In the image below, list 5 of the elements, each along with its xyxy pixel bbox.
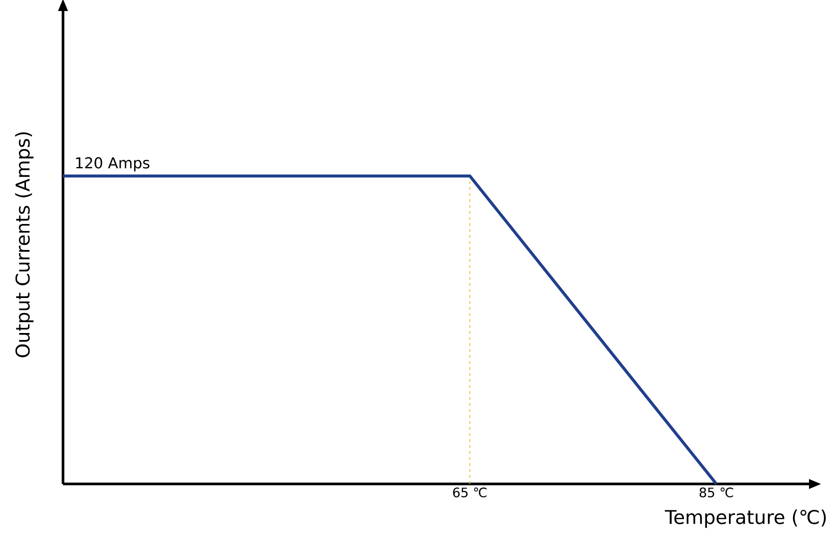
x-tick-label: 65 ℃	[453, 488, 487, 498]
x-axis-title: Temperature (℃)	[664, 510, 826, 528]
y-axis-title: Output Currents (Amps)	[15, 132, 34, 358]
x-tick-label: 85 ℃	[700, 488, 734, 498]
annotation: 120 Amps	[76, 157, 150, 172]
